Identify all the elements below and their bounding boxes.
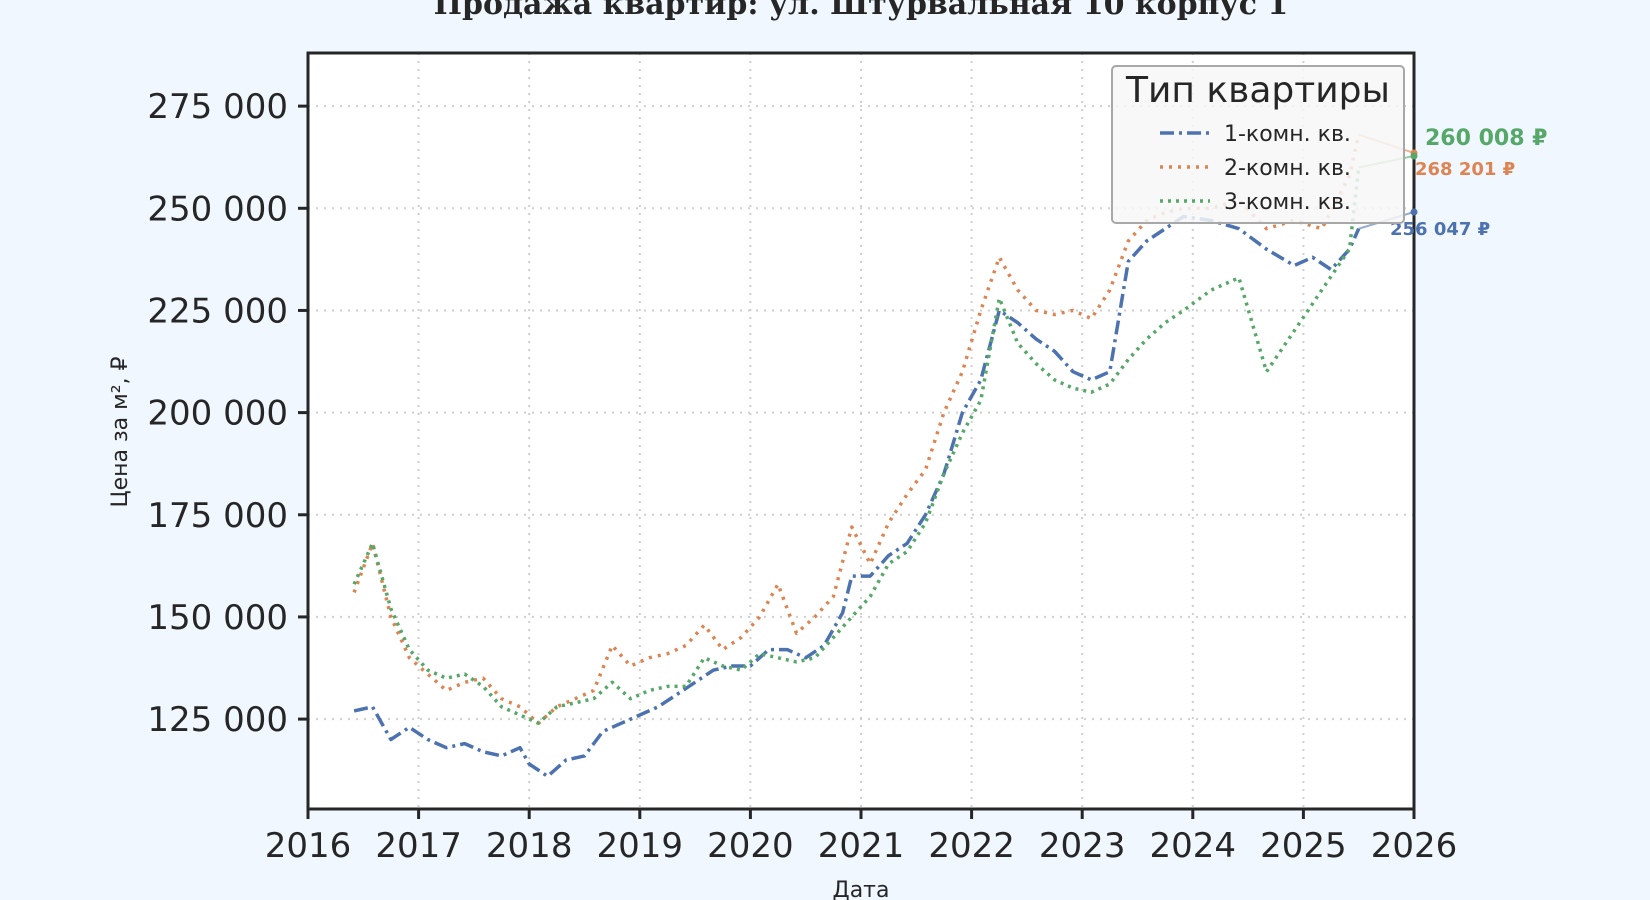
x-tick-label: 2025 (1260, 826, 1347, 866)
x-tick-label: 2023 (1039, 826, 1126, 866)
x-tick-label: 2019 (597, 826, 684, 866)
axis-ticks: 2016 2017 2018 2019 2020 2021 2022 2023 2024 2025… (147, 87, 1457, 866)
series-line (352, 167, 1361, 725)
plot-frame (306, 51, 1416, 811)
x-tick-label: 2021 (818, 826, 905, 866)
y-tick-label: 225 000 (147, 291, 288, 331)
legend: Тип квартиры 1-комн. кв. 2-комн. кв. 3-ком… (1111, 65, 1405, 224)
annotation-arrowhead (1410, 208, 1418, 216)
chart-title: Продажа квартир: ул. Штурвальная 10 корп… (434, 0, 1289, 22)
last-value-label: 268 201 ₽ (1415, 159, 1515, 180)
legend-title: Тип квартиры (1125, 70, 1390, 111)
y-tick-label: 200 000 (147, 394, 288, 434)
y-tick-label: 175 000 (147, 496, 288, 536)
series-layer (352, 134, 1361, 779)
legend-label: 3-комн. кв. (1224, 190, 1351, 215)
y-tick-label: 275 000 (147, 87, 288, 127)
x-tick-label: 2018 (486, 826, 573, 866)
x-tick-label: 2026 (1371, 826, 1458, 866)
x-tick-label: 2020 (707, 826, 794, 866)
legend-label: 1-комн. кв. (1224, 122, 1351, 147)
legend-label: 2-комн. кв. (1224, 156, 1351, 181)
y-axis-label: Цена за м², ₽ (108, 356, 133, 507)
last-value-label: 256 047 ₽ (1390, 219, 1490, 240)
series-line (353, 214, 1361, 779)
y-tick-label: 125 000 (147, 700, 288, 740)
y-tick-label: 150 000 (147, 598, 288, 638)
last-value-label: 260 008 ₽ (1425, 126, 1547, 151)
x-tick-label: 2022 (928, 826, 1015, 866)
x-tick-label: 2024 (1150, 826, 1237, 866)
last-value-annotations: 256 047 ₽ 268 201 ₽ 260 008 ₽ (1358, 126, 1547, 240)
y-tick-label: 250 000 (147, 189, 288, 229)
x-tick-label: 2016 (265, 826, 352, 866)
legend-box (1111, 65, 1405, 224)
x-axis-label: Дата (833, 878, 890, 900)
annotation-arrowhead (1410, 152, 1418, 160)
x-tick-label: 2017 (375, 826, 462, 866)
series-line (352, 134, 1361, 725)
